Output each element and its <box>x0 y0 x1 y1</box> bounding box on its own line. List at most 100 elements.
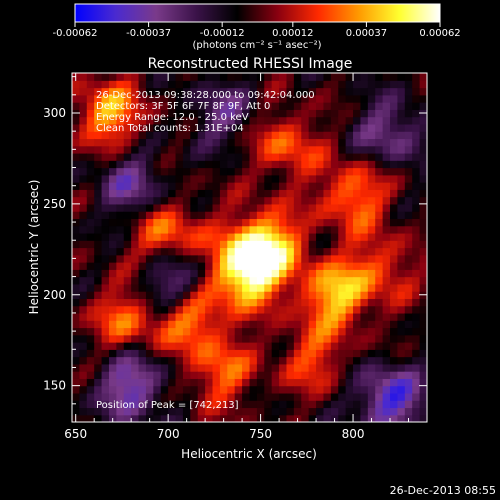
heatmap-cell <box>404 196 413 205</box>
heatmap-cell <box>404 73 413 81</box>
heatmap-cell <box>271 232 280 241</box>
heatmap-cell <box>338 109 347 118</box>
heatmap-cell <box>138 298 147 307</box>
heatmap-cell <box>353 131 362 140</box>
heatmap-cell <box>153 131 162 140</box>
heatmap-cell <box>404 400 413 409</box>
heatmap-cell <box>101 305 110 314</box>
heatmap-cell <box>367 305 376 314</box>
heatmap-cell <box>390 276 399 285</box>
heatmap-cell <box>293 327 302 336</box>
heatmap-cell <box>323 138 332 147</box>
heatmap-cell <box>279 189 288 198</box>
heatmap-cell <box>301 283 310 292</box>
heatmap-cell <box>293 196 302 205</box>
heatmap-cell <box>160 174 169 183</box>
heatmap-cell <box>131 203 140 212</box>
heatmap-cell <box>419 196 427 205</box>
heatmap-cell <box>86 305 95 314</box>
heatmap-cell <box>234 211 243 220</box>
heatmap-cell <box>219 116 228 125</box>
heatmap-cell <box>205 232 214 241</box>
heatmap-cell <box>256 116 265 125</box>
heatmap-cell <box>367 356 376 365</box>
heatmap-cell <box>279 211 288 220</box>
heatmap-cell <box>264 407 273 416</box>
heatmap-cell <box>301 407 310 416</box>
heatmap-cell <box>190 232 199 241</box>
heatmap-cell <box>101 94 110 103</box>
heatmap-cell <box>293 291 302 299</box>
heatmap-cell <box>160 160 169 169</box>
heatmap-cell <box>316 247 325 256</box>
heatmap-cell <box>279 116 288 125</box>
heatmap-cell <box>234 262 243 270</box>
heatmap-cell <box>219 225 228 234</box>
colorbar-gradient <box>74 3 441 23</box>
heatmap-cell <box>234 174 243 183</box>
heatmap-cell <box>353 305 362 314</box>
heatmap-cell <box>227 334 236 343</box>
heatmap-cell <box>94 94 103 103</box>
heatmap-cell <box>190 240 199 249</box>
heatmap-cell <box>101 116 110 125</box>
heatmap-cell <box>108 73 117 81</box>
heatmap-cell <box>404 116 413 125</box>
heatmap-cell <box>219 385 228 394</box>
heatmap-cell <box>242 102 251 110</box>
heatmap-cell <box>234 80 243 89</box>
heatmap-cell <box>160 232 169 241</box>
heatmap-cell <box>175 94 184 103</box>
heatmap-cell <box>279 320 288 329</box>
heatmap-cell <box>212 189 221 198</box>
heatmap-cell <box>190 371 199 379</box>
heatmap-cell <box>94 320 103 329</box>
heatmap-cell <box>138 378 147 387</box>
heatmap-cell <box>375 312 384 321</box>
heatmap-cell <box>330 196 339 205</box>
heatmap-cell <box>301 327 310 336</box>
heatmap-cell <box>382 400 391 409</box>
heatmap-cell <box>234 160 243 169</box>
heatmap-cell <box>256 203 265 212</box>
heatmap-cell <box>190 102 199 110</box>
heatmap-cell <box>330 218 339 227</box>
heatmap-cell <box>293 87 302 96</box>
heatmap-cell <box>168 283 177 292</box>
heatmap-cell <box>116 378 125 387</box>
heatmap-cell <box>353 269 362 278</box>
heatmap-cell <box>168 152 177 161</box>
heatmap-cell <box>116 167 125 176</box>
heatmap-cell <box>234 283 243 292</box>
heatmap-cell <box>123 414 132 422</box>
heatmap-cell <box>101 123 110 132</box>
heatmap-cell <box>286 356 295 365</box>
heatmap-cell <box>382 109 391 118</box>
heatmap-cell <box>338 407 347 416</box>
heatmap-cell <box>330 334 339 343</box>
heatmap-cell <box>397 298 406 307</box>
annotation-block: 26-Dec-2013 09:38:28.000 to 09:42:04.000… <box>96 90 315 411</box>
heatmap-cell <box>345 371 354 379</box>
heatmap-cell <box>212 320 221 329</box>
heatmap-cell <box>286 94 295 103</box>
heatmap-cell <box>375 211 384 220</box>
heatmap-cell <box>323 174 332 183</box>
heatmap-cell <box>79 312 88 321</box>
heatmap-cell <box>160 203 169 212</box>
heatmap-cell <box>256 283 265 292</box>
heatmap-cell <box>94 116 103 125</box>
heatmap-cell <box>360 276 369 285</box>
heatmap-cell <box>153 363 162 372</box>
heatmap-cell <box>86 254 95 263</box>
heatmap-cell <box>212 414 221 422</box>
heatmap-cell <box>242 189 251 198</box>
heatmap-cell <box>175 334 184 343</box>
heatmap-cell <box>308 116 317 125</box>
heatmap-cell <box>153 305 162 314</box>
heatmap-cell <box>234 232 243 241</box>
heatmap-cell <box>308 131 317 140</box>
heatmap-cell <box>397 334 406 343</box>
heatmap-cell <box>308 262 317 270</box>
heatmap-cell <box>182 262 191 270</box>
